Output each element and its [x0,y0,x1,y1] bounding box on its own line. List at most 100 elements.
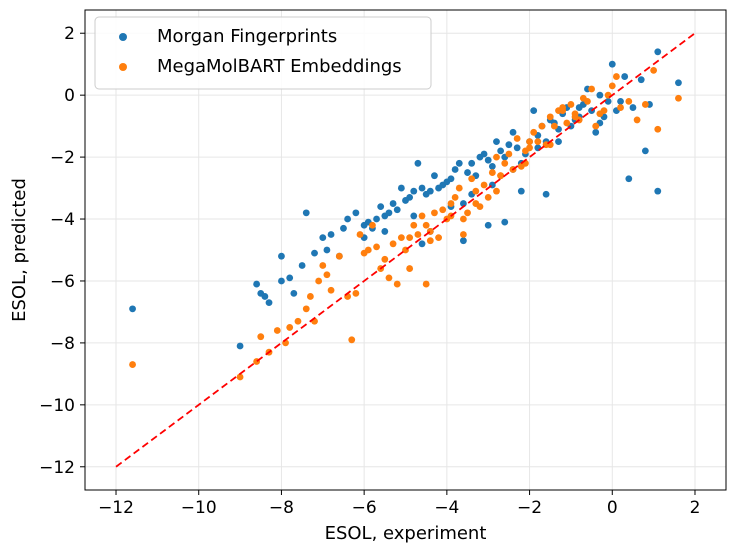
data-point-megamolbart [468,175,476,183]
data-point-megamolbart [513,135,521,142]
grid [85,10,726,490]
data-point-megamolbart [493,153,500,161]
data-point-morgan [352,209,360,217]
data-point-megamolbart [302,305,310,313]
data-point-megamolbart [257,333,265,341]
data-point-megamolbart [571,113,579,121]
data-point-morgan [451,166,459,173]
data-point-megamolbart [526,138,533,146]
data-point-morgan [323,246,331,254]
data-point-morgan [464,169,471,176]
data-point-megamolbart [236,373,244,381]
data-point-morgan [509,128,517,136]
data-point-morgan [530,107,538,115]
y-tick-label: 2 [64,24,75,44]
data-point-megamolbart [414,231,422,238]
data-point-megamolbart [459,215,467,223]
plot-frame [84,9,727,491]
data-point-megamolbart [641,101,649,108]
data-point-megamolbart [600,107,608,115]
data-point-megamolbart [530,128,538,136]
data-point-morgan [455,159,463,167]
data-point-morgan [381,228,389,235]
data-point-morgan [265,299,273,307]
data-point-megamolbart [625,97,633,105]
data-point-megamolbart [422,221,430,229]
data-point-megamolbart [592,122,600,130]
data-point-morgan [596,91,604,99]
data-point-megamolbart [356,231,364,238]
data-point-morgan [385,209,393,217]
data-point-megamolbart [459,231,467,238]
data-point-megamolbart [373,243,380,251]
data-point-megamolbart [567,101,575,108]
data-point-megamolbart [406,234,414,242]
data-point-megamolbart [306,293,314,300]
legend-marker-megamolbart [119,63,127,71]
data-point-morgan [311,249,318,257]
data-point-morgan [278,277,285,285]
data-point-megamolbart [397,234,405,242]
data-point-megamolbart [410,221,418,229]
legend: Morgan Fingerprints MegaMolBART Embeddin… [94,16,432,90]
data-point-morgan [253,280,261,288]
data-point-megamolbart [455,184,463,192]
axis-ticks: −12 −10 −8 −6 −4 −2 0 2 −12 −10 −8 −6 −4 −2 0 2 [39,24,700,518]
data-point-megamolbart [550,122,558,130]
data-point-morgan [377,203,385,211]
data-point-megamolbart [546,113,554,121]
data-point-morgan [340,224,347,232]
data-point-morgan [592,128,600,136]
y-axis-label: ESOL, predicted [9,178,30,322]
data-point-megamolbart [352,289,360,297]
data-point-megamolbart [484,193,492,201]
data-point-megamolbart [418,212,426,220]
data-point-megamolbart [534,138,542,146]
data-point-morgan [410,187,418,195]
legend-marker-morgan [119,33,127,41]
x-tick-label: −8 [269,498,294,518]
x-tick-label: −4 [434,498,459,518]
data-point-morgan [298,262,306,269]
x-tick-label: −2 [517,498,542,518]
data-point-megamolbart [493,187,500,195]
x-tick-label: 2 [690,498,701,518]
data-point-morgan [447,175,455,183]
data-point-morgan [621,73,629,80]
data-point-megamolbart [538,122,546,130]
x-tick-label: −12 [98,498,134,518]
data-point-megamolbart [526,144,533,152]
legend-label-megamolbart: MegaMolBART Embeddings [157,56,402,77]
legend-label-morgan: Morgan Fingerprints [157,26,337,47]
data-point-morgan [319,234,327,242]
data-point-morgan [501,218,509,226]
data-point-megamolbart [369,221,376,229]
data-point-megamolbart [501,159,509,167]
data-point-morgan [517,187,525,195]
y-tick-label: −12 [39,458,75,478]
data-point-morgan [654,48,662,56]
x-tick-label: −6 [352,498,377,518]
data-point-morgan [393,206,401,214]
data-point-morgan [542,190,550,198]
data-point-megamolbart [319,262,327,269]
data-point-megamolbart [675,94,682,102]
data-point-morgan [608,60,616,68]
data-point-morgan [604,97,612,105]
y-tick-label: −10 [39,396,75,416]
data-point-morgan [497,147,505,155]
data-point-morgan [637,76,645,84]
data-point-megamolbart [273,327,281,334]
data-point-megamolbart [406,265,414,272]
data-point-morgan [414,159,422,167]
data-point-megamolbart [323,271,331,279]
data-point-morgan [373,215,380,223]
data-point-megamolbart [393,280,401,288]
data-point-morgan [389,200,397,207]
data-point-megamolbart [422,280,430,288]
data-point-megamolbart [563,119,571,127]
data-point-morgan [480,150,488,158]
data-point-megamolbart [650,66,658,74]
data-point-megamolbart [464,209,471,217]
data-point-morgan [575,104,583,111]
